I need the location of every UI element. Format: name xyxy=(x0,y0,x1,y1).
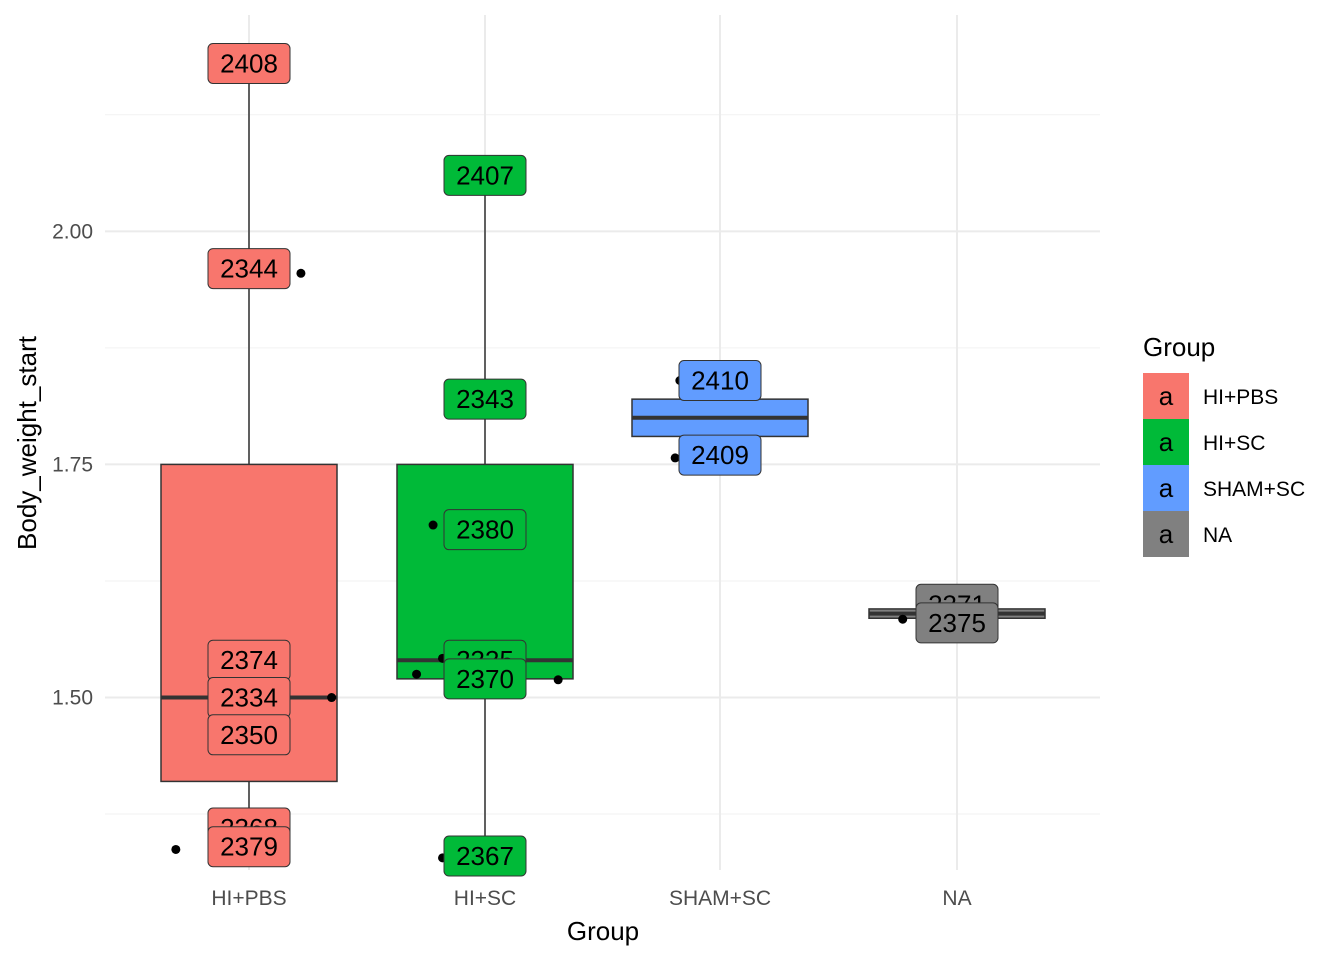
label-box xyxy=(443,378,527,420)
x-axis-title: Group xyxy=(567,916,639,946)
point-label: 2350 xyxy=(207,714,291,756)
data-point xyxy=(327,693,337,703)
label-box xyxy=(443,154,527,196)
legend-entry: a SHAM+SC xyxy=(1143,465,1305,511)
box-SHAM+SC xyxy=(631,398,809,438)
label-text: 2334 xyxy=(220,683,278,713)
data-point xyxy=(670,453,680,463)
point-label: 2407 xyxy=(443,154,527,196)
label-box xyxy=(915,602,999,644)
legend-key xyxy=(1143,465,1189,511)
label-text: 2409 xyxy=(691,440,749,470)
label-text: 2350 xyxy=(220,720,278,750)
legend-entry: a HI+PBS xyxy=(1143,373,1278,419)
boxplot-boxes xyxy=(160,63,1046,857)
label-text: 2375 xyxy=(928,608,986,638)
legend-label: HI+SC xyxy=(1203,432,1265,455)
legend: Group a HI+PBS a HI+SC a SHAM+SC a NA xyxy=(1143,332,1305,557)
label-text: 2407 xyxy=(456,160,514,190)
point-label: 2380 xyxy=(443,509,527,551)
legend-key-glyph: a xyxy=(1159,427,1174,457)
x-tick-label: NA xyxy=(942,887,971,910)
label-box xyxy=(443,509,527,551)
legend-key-glyph: a xyxy=(1159,381,1174,411)
y-tick-label: 1.50 xyxy=(52,687,93,710)
data-point xyxy=(898,614,908,624)
y-axis-ticks: 1.50 1.75 2.00 xyxy=(52,220,93,709)
data-point xyxy=(428,520,438,530)
legend-label: SHAM+SC xyxy=(1203,478,1305,501)
label-text: 2374 xyxy=(220,645,278,675)
point-label: 2367 xyxy=(443,835,527,877)
data-point xyxy=(296,268,306,278)
legend-key xyxy=(1143,511,1189,557)
y-axis-title: Body_weight_start xyxy=(12,335,42,550)
legend-label: HI+PBS xyxy=(1203,386,1278,409)
point-label: 2344 xyxy=(207,248,291,290)
point-labels: 2408234423742334235023682379240723432380… xyxy=(207,42,999,877)
label-box xyxy=(443,658,527,700)
point-label: 2379 xyxy=(207,826,291,868)
x-tick-label: HI+SC xyxy=(454,887,516,910)
label-text: 2367 xyxy=(456,841,514,871)
point-label: 2408 xyxy=(207,42,291,84)
y-tick-label: 2.00 xyxy=(52,220,93,243)
x-tick-label: HI+PBS xyxy=(211,887,286,910)
legend-entry: a NA xyxy=(1143,511,1232,557)
label-box xyxy=(207,248,291,290)
point-label: 2375 xyxy=(915,602,999,644)
legend-key-glyph: a xyxy=(1159,519,1174,549)
label-text: 2343 xyxy=(456,384,514,414)
label-box xyxy=(443,835,527,877)
point-label: 2409 xyxy=(678,434,762,476)
point-label: 2334 xyxy=(207,677,291,719)
label-text: 2380 xyxy=(456,515,514,545)
legend-entry: a HI+SC xyxy=(1143,419,1265,465)
label-text: 2410 xyxy=(691,365,749,395)
point-label: 2370 xyxy=(443,658,527,700)
point-label: 2343 xyxy=(443,378,527,420)
legend-key xyxy=(1143,373,1189,419)
data-point xyxy=(553,675,563,685)
data-point xyxy=(171,844,181,854)
label-box xyxy=(207,714,291,756)
label-box xyxy=(207,826,291,868)
label-text: 2408 xyxy=(220,48,278,78)
legend-label: NA xyxy=(1203,524,1232,547)
label-box xyxy=(678,434,762,476)
data-point xyxy=(412,669,422,679)
label-box xyxy=(678,359,762,401)
point-label: 2410 xyxy=(678,359,762,401)
label-box xyxy=(207,42,291,84)
point-label: 2374 xyxy=(207,639,291,681)
label-text: 2344 xyxy=(220,254,278,284)
label-text: 2370 xyxy=(456,664,514,694)
label-text: 2379 xyxy=(220,832,278,862)
legend-title: Group xyxy=(1143,332,1215,362)
legend-key-glyph: a xyxy=(1159,473,1174,503)
x-tick-label: SHAM+SC xyxy=(669,887,771,910)
x-axis-ticks: HI+PBS HI+SC SHAM+SC NA xyxy=(211,887,971,910)
y-tick-label: 1.75 xyxy=(52,453,93,476)
legend-key xyxy=(1143,419,1189,465)
